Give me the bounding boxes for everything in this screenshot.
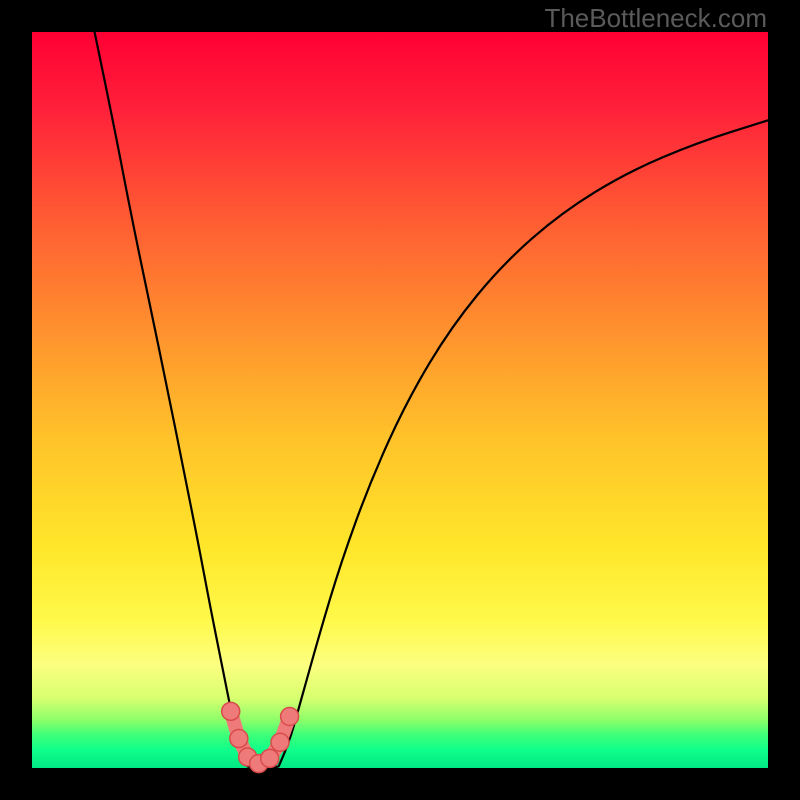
marker-dot [222,702,240,720]
plot-area [32,32,768,768]
marker-dot [261,749,279,767]
marker-dot [230,730,248,748]
chart-stage: TheBottleneck.com [0,0,800,800]
marker-dot [271,733,289,751]
chart-svg [0,0,800,800]
watermark-text: TheBottleneck.com [544,3,767,34]
marker-dot [281,707,299,725]
